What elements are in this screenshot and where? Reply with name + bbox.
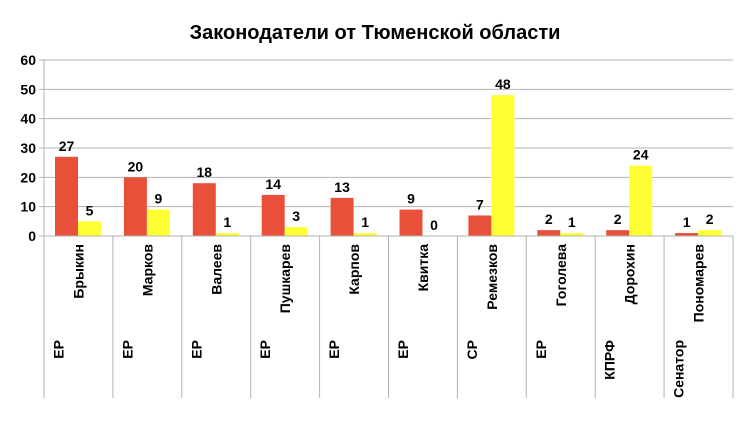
- gridlines: [44, 59, 733, 237]
- bar-series2: [284, 227, 308, 236]
- bar-series2: [78, 221, 101, 236]
- category-label: Валеев ЕР: [188, 244, 224, 359]
- bar-series1: [675, 233, 699, 236]
- data-label: 9: [155, 191, 163, 207]
- data-label: 1: [223, 214, 231, 230]
- category-party: Сенатор: [671, 340, 687, 398]
- category-name: Валеев: [208, 244, 224, 295]
- data-label: 27: [59, 138, 75, 154]
- y-tick-label: 50: [20, 81, 36, 97]
- data-label: 3: [292, 208, 300, 224]
- bar-series2: [491, 95, 515, 236]
- bar-series2: [146, 209, 170, 236]
- data-label: 18: [197, 164, 213, 180]
- data-label: 2: [706, 211, 714, 227]
- category-label: Гоголева ЕР: [533, 244, 569, 359]
- data-label: 24: [633, 147, 649, 163]
- category-party: КПРФ: [602, 340, 618, 380]
- category-name: Брыкин: [70, 244, 86, 299]
- y-axis: 0 10 20 30 40 50 60: [20, 52, 45, 244]
- data-label: 1: [361, 214, 369, 230]
- data-label: 2: [614, 211, 622, 227]
- category-label: Дорохин КПРФ: [602, 244, 638, 380]
- category-party: ЕР: [257, 340, 273, 359]
- bar-series1: [192, 183, 216, 236]
- y-tick-label: 60: [20, 52, 36, 68]
- category-party: ЕР: [188, 340, 204, 359]
- category-name: Пушкарев: [277, 244, 293, 314]
- bar-series1: [123, 177, 147, 236]
- y-tick-label: 0: [28, 228, 36, 244]
- bar-series2: [215, 233, 239, 236]
- bar-series2: [353, 233, 377, 236]
- category-party: СР: [464, 340, 480, 359]
- data-label: 5: [86, 202, 94, 218]
- y-tick-label: 30: [20, 140, 36, 156]
- bar-series2: [560, 233, 584, 236]
- category-label: Карпов ЕР: [326, 244, 362, 359]
- bar-series1: [537, 230, 561, 236]
- category-label: Пушкарев ЕР: [257, 244, 293, 359]
- category-label: Марков ЕР: [119, 244, 155, 359]
- bar-series2: [698, 230, 722, 236]
- category-party: ЕР: [50, 340, 66, 359]
- category-name: Пономарев: [691, 244, 707, 323]
- category-name: Ремезков: [484, 244, 500, 310]
- y-tick-label: 10: [20, 199, 36, 215]
- category-name: Гоголева: [553, 244, 569, 307]
- category-party: ЕР: [533, 340, 549, 359]
- data-label: 2: [545, 211, 553, 227]
- bar-series1: [261, 194, 285, 236]
- category-name: Дорохин: [622, 244, 638, 304]
- bar-series1: [399, 209, 423, 236]
- bar-series1: [330, 197, 354, 236]
- data-label: 7: [476, 196, 484, 212]
- data-label: 13: [334, 179, 350, 195]
- category-party: ЕР: [326, 340, 342, 359]
- bar-series1: [55, 156, 78, 236]
- category-label: Брыкин ЕР: [50, 244, 86, 359]
- category-label: Ремезков СР: [464, 244, 500, 360]
- y-tick-label: 40: [20, 111, 36, 127]
- data-label: 14: [265, 176, 281, 192]
- category-party: ЕР: [395, 340, 411, 359]
- bar-series1: [606, 230, 630, 236]
- data-label: 1: [683, 214, 691, 230]
- bar-series2: [629, 165, 653, 236]
- category-label: Пономарев Сенатор: [671, 244, 707, 398]
- category-name: Марков: [139, 244, 155, 297]
- bar-series1: [468, 215, 492, 236]
- data-label: 0: [430, 217, 438, 233]
- bars: [55, 95, 722, 236]
- category-label: Квитка ЕР: [395, 244, 431, 359]
- data-label: 9: [407, 191, 415, 207]
- category-name: Квитка: [415, 244, 431, 292]
- data-label: 48: [495, 76, 511, 92]
- data-label: 20: [128, 158, 144, 174]
- data-label: 1: [568, 214, 576, 230]
- x-axis: БрыкинЕРМарковЕРВалеевЕРПушкаревЕРКарпов…: [43, 235, 734, 398]
- y-tick-label: 20: [20, 169, 36, 185]
- category-name: Карпов: [346, 244, 362, 295]
- chart-title: Законодатели от Тюменской области: [190, 22, 561, 44]
- category-party: ЕР: [119, 340, 135, 359]
